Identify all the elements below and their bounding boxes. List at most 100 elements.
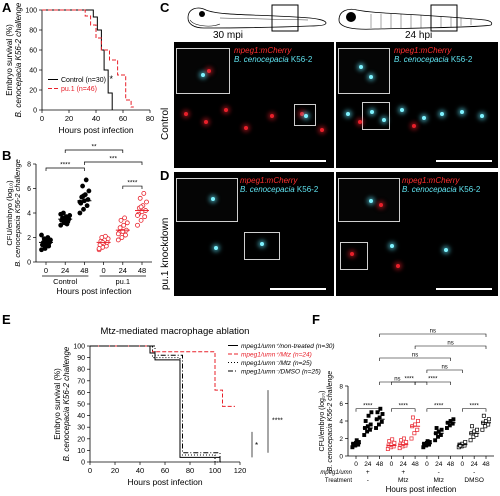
data-point [144, 199, 149, 205]
x-tick-label: 0 [88, 466, 92, 475]
significance-marker: * [110, 74, 114, 84]
data-point [374, 426, 378, 430]
inset-zoom [176, 48, 230, 94]
genotype-value: + [366, 469, 370, 476]
label-mpeg1: mpeg1:mCherry [234, 46, 292, 55]
x-axis-label: Hours post infection [386, 485, 457, 494]
data-point [121, 222, 127, 228]
label-bacteria: B. cenocepacia K56-2 [234, 55, 313, 64]
y-tick-label: 80 [29, 28, 37, 35]
label-mpeg1: mpeg1:mCherry [394, 46, 452, 55]
scale-bar [436, 288, 492, 290]
data-point [103, 233, 108, 239]
data-point [416, 419, 420, 423]
x-tick-label: 24 [400, 461, 408, 468]
significance-label: **** [434, 403, 444, 409]
data-point [413, 422, 418, 427]
inset-zoom [176, 178, 238, 222]
data-point [137, 195, 143, 201]
x-tick-label: 120 [234, 466, 247, 475]
zoom-box [340, 242, 368, 270]
x-tick-label: 0 [461, 461, 465, 468]
y-axis-label: B. cenocepacia K56-2 challenge [14, 2, 23, 117]
data-point [58, 222, 64, 228]
zoom-box [244, 232, 280, 260]
significance-bracket [414, 381, 451, 385]
data-point [451, 417, 456, 422]
data-point [368, 422, 373, 427]
data-point [409, 436, 414, 441]
label-mpeg1: mpeg1:mCherry [240, 176, 298, 185]
treatment-value: DMSO [464, 477, 484, 484]
y-tick-label: 60 [77, 390, 85, 397]
data-point [86, 188, 92, 194]
embryo-diagram-24hpi [338, 4, 493, 32]
significance-bracket [462, 408, 487, 412]
x-tick-label: 0 [390, 461, 394, 468]
panel-letter-a: A [2, 0, 12, 15]
y-tick-label: 0 [81, 460, 85, 467]
data-point [404, 440, 409, 444]
label-bacteria: B. cenocepacia K56-2 [402, 185, 481, 194]
scale-bar [270, 288, 326, 290]
y-axis-label: B. cenocepacia K56-2 challenge [62, 346, 71, 461]
data-point [123, 232, 128, 238]
y-tick-label: 20 [77, 436, 85, 443]
data-point [354, 438, 359, 443]
significance-label: *** [109, 156, 117, 163]
data-point [376, 422, 381, 427]
inset-zoom [338, 48, 390, 94]
data-point [141, 191, 147, 196]
x-tick-label: 48 [376, 461, 384, 468]
data-point [475, 427, 480, 432]
y-tick-label: 30 [77, 425, 85, 432]
row-label-mpeg1: mpeg1/umn [320, 470, 352, 476]
data-point [39, 232, 44, 238]
x-tick-label: 80 [186, 466, 194, 475]
data-point [45, 235, 51, 240]
treatment-value: Mtz [398, 477, 408, 484]
data-point [422, 442, 427, 447]
data-point [117, 225, 123, 231]
significance-marker: **** [272, 418, 283, 425]
data-point [434, 426, 439, 430]
inset-zoom [338, 178, 400, 222]
data-point [444, 426, 449, 430]
data-point [124, 220, 130, 226]
panel-letter-e: E [2, 312, 11, 327]
y-axis-label: Embryo survival (%) [53, 368, 62, 440]
panel-letter-b: B [2, 148, 12, 163]
data-point [470, 424, 474, 429]
y-axis-label: Embryo survival (%) [5, 24, 14, 96]
y-tick-label: 50 [77, 402, 85, 409]
group-label: Control [53, 277, 78, 286]
data-point [363, 419, 368, 423]
data-point [122, 215, 127, 221]
y-tick-label: 4 [27, 211, 31, 218]
time-label-24hpi: 24 hpi [405, 30, 433, 41]
x-tick-label: 20 [65, 114, 73, 123]
data-point [439, 427, 444, 432]
data-point [77, 210, 83, 216]
panel-letter-f: F [312, 312, 320, 327]
y-tick-label: 2 [27, 235, 31, 242]
group-label: pu.1 [115, 277, 130, 286]
x-tick-label: 60 [119, 114, 127, 123]
y-tick-label: 100 [25, 8, 37, 15]
x-axis-label: Hours post infection [56, 286, 131, 296]
y-tick-label: 0 [27, 260, 31, 267]
genotype-value: + [401, 469, 405, 476]
data-point [486, 417, 491, 422]
data-point [67, 213, 73, 218]
significance-bracket [355, 408, 380, 412]
significance-label: ns [441, 365, 447, 371]
data-point [463, 440, 468, 444]
y-tick-label: 20 [29, 88, 37, 95]
data-point [368, 427, 372, 432]
scale-bar [436, 160, 492, 162]
y-tick-label: 80 [77, 367, 85, 374]
x-tick-label: 48 [411, 461, 419, 468]
data-point [362, 433, 367, 437]
